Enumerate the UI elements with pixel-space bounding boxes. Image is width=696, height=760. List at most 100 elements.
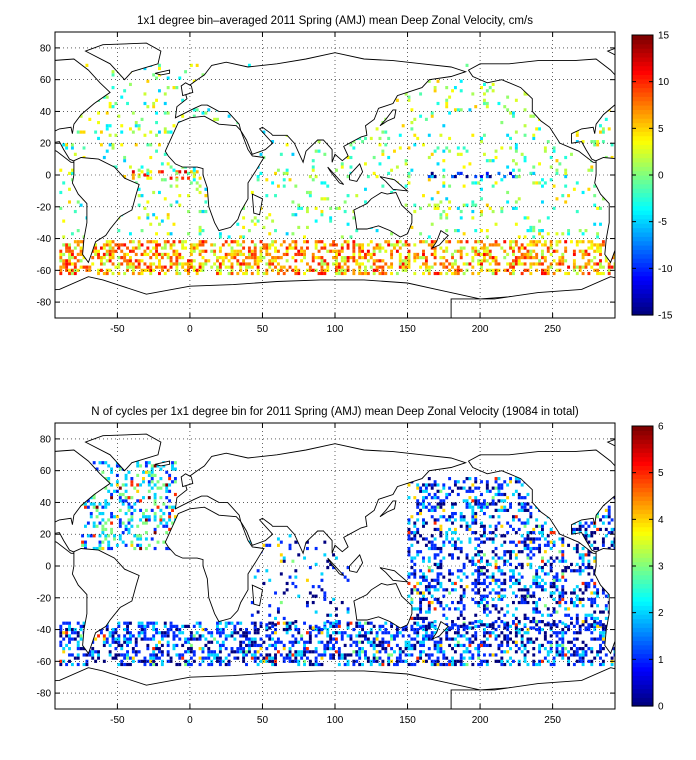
data-cell xyxy=(168,483,172,487)
data-cell xyxy=(564,647,568,651)
data-cell xyxy=(166,643,170,648)
data-cell xyxy=(131,659,135,663)
data-cell xyxy=(532,114,536,118)
data-cell xyxy=(419,511,423,516)
data-cell xyxy=(439,213,443,217)
data-cell xyxy=(541,588,544,592)
data-cell xyxy=(187,637,190,641)
data-cell xyxy=(494,659,498,663)
data-cell xyxy=(102,637,106,641)
data-cell xyxy=(410,653,414,657)
data-cell xyxy=(163,92,167,96)
data-cell xyxy=(401,259,405,263)
data-cell xyxy=(187,647,190,651)
data-cell xyxy=(523,600,527,605)
data-cell xyxy=(480,600,483,605)
data-cell xyxy=(189,643,193,648)
data-cell xyxy=(416,252,420,257)
data-cell xyxy=(442,540,446,544)
data-cell xyxy=(413,209,417,214)
data-cell xyxy=(407,259,411,263)
data-cell xyxy=(305,225,309,230)
data-cell xyxy=(314,175,318,179)
data-cell xyxy=(76,200,80,204)
continent xyxy=(174,52,468,164)
data-cell xyxy=(485,89,489,93)
data-cell xyxy=(169,246,173,250)
data-cell xyxy=(165,531,169,535)
data-cell xyxy=(482,623,486,627)
data-cell xyxy=(546,623,550,627)
data-cell xyxy=(538,127,542,131)
data-cell xyxy=(456,600,460,605)
data-cell xyxy=(291,246,295,250)
data-cell xyxy=(297,631,301,635)
data-cell xyxy=(511,249,515,253)
data-cell xyxy=(596,271,600,276)
data-cell xyxy=(474,613,478,617)
data-cell xyxy=(165,483,169,487)
data-cell xyxy=(81,543,85,547)
data-cell xyxy=(216,624,219,628)
data-cell xyxy=(474,553,478,557)
data-cell xyxy=(224,624,228,628)
data-cell xyxy=(118,537,122,541)
data-cell xyxy=(160,631,164,635)
colorbar-swatch xyxy=(632,262,653,268)
data-cell xyxy=(575,271,579,276)
data-cell xyxy=(555,575,559,579)
data-cell xyxy=(326,249,330,253)
data-cell xyxy=(570,569,573,573)
data-cell xyxy=(271,643,275,648)
data-cell xyxy=(445,246,449,250)
data-cell xyxy=(497,616,501,621)
data-cell xyxy=(451,556,454,560)
data-cell xyxy=(352,140,356,144)
data-cell xyxy=(259,171,263,175)
data-cell xyxy=(282,621,286,625)
data-cell xyxy=(120,143,124,147)
data-cell xyxy=(509,265,512,269)
data-cell xyxy=(274,256,277,260)
data-cell xyxy=(471,499,475,503)
data-cell xyxy=(128,256,132,260)
data-cell xyxy=(140,117,144,121)
data-cell xyxy=(94,252,98,257)
data-cell xyxy=(85,653,89,657)
data-cell xyxy=(233,631,237,635)
data-cell xyxy=(526,249,530,253)
data-cell xyxy=(173,477,177,481)
data-cell xyxy=(102,95,106,99)
data-cell xyxy=(136,483,140,487)
data-cell xyxy=(233,624,237,628)
data-cell xyxy=(526,534,530,538)
data-cell xyxy=(610,531,614,535)
data-cell xyxy=(543,588,547,592)
data-cell xyxy=(511,515,515,519)
data-cell xyxy=(445,105,449,109)
data-cell xyxy=(604,616,608,621)
data-cell xyxy=(453,249,457,253)
data-cell xyxy=(91,656,95,660)
data-cell xyxy=(494,524,498,528)
data-cell xyxy=(424,521,428,525)
data-cell xyxy=(604,256,608,260)
data-cell xyxy=(221,262,225,266)
data-cell xyxy=(546,659,550,663)
data-cell xyxy=(462,607,466,611)
data-cell xyxy=(439,515,443,519)
data-cell xyxy=(474,521,478,525)
data-cell xyxy=(494,553,498,557)
data-cell xyxy=(155,243,159,247)
data-cell xyxy=(578,521,582,525)
colorbar-swatch xyxy=(632,275,653,281)
data-cell xyxy=(140,259,144,263)
data-cell xyxy=(430,515,434,519)
data-cell xyxy=(459,240,463,244)
data-cell xyxy=(596,235,600,239)
data-cell xyxy=(155,621,159,625)
data-cell xyxy=(303,252,306,257)
data-cell xyxy=(442,256,446,260)
data-cell xyxy=(108,133,112,137)
data-cell xyxy=(358,631,362,635)
